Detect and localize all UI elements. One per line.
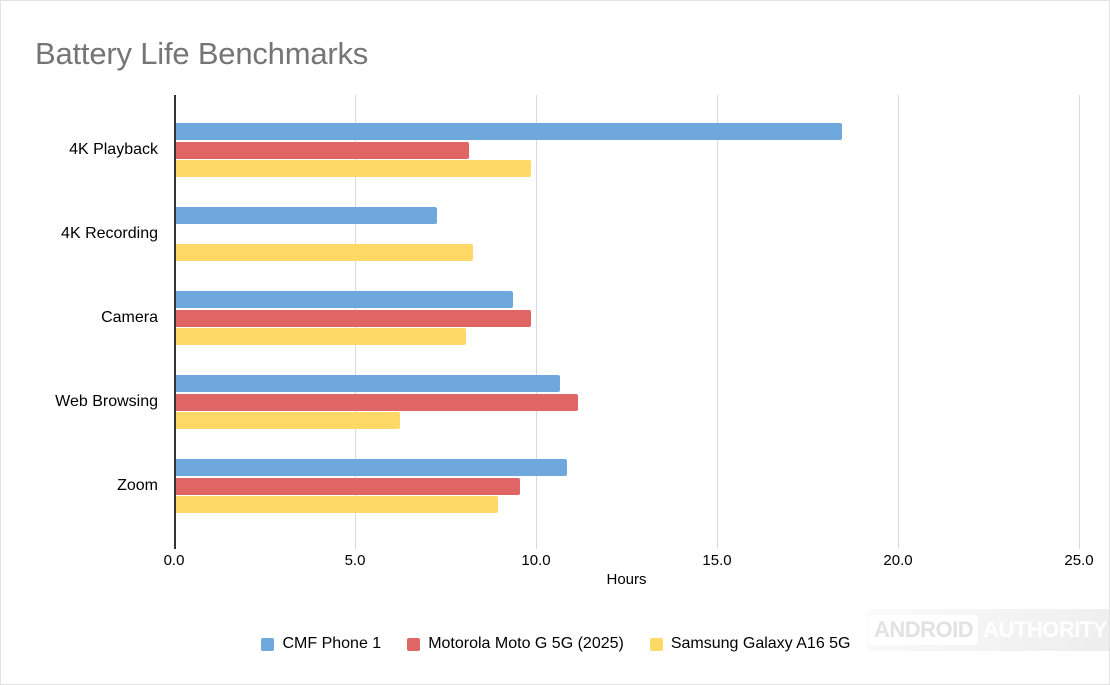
category-label-zoom: Zoom [117, 477, 158, 494]
bar-group-web-browsing [174, 360, 1079, 444]
bar-group-camera [174, 276, 1079, 360]
legend-swatch-icon [407, 637, 421, 651]
category-label-camera: Camera [101, 309, 158, 326]
bar-cmf-phone-1-4k-recording [176, 207, 437, 224]
bar-samsung-galaxy-a16-5g-zoom [176, 496, 498, 513]
legend-label: CMF Phone 1 [282, 635, 382, 652]
category-label-web-browsing: Web Browsing [55, 393, 158, 410]
bar-group-zoom [174, 444, 1079, 528]
page-title: Battery Life Benchmarks [35, 36, 369, 71]
category-label-4k-recording: 4K Recording [61, 225, 158, 242]
legend-item-cmf-phone-1: CMF Phone 1 [261, 635, 381, 653]
x-tick-label: 0.0 [163, 552, 185, 569]
bar-motorola-moto-g-5g-2025-zoom [176, 477, 520, 495]
bar-motorola-moto-g-5g-2025-4k-playback [176, 141, 469, 159]
bar-samsung-galaxy-a16-5g-camera [176, 328, 466, 345]
legend-item-motorola-moto-g-5g-2025: Motorola Moto G 5G (2025) [407, 635, 624, 653]
x-tick-label: 25.0 [1064, 552, 1094, 569]
bar-cmf-phone-1-web-browsing [176, 375, 560, 392]
gridline [536, 95, 537, 549]
legend-item-samsung-galaxy-a16-5g: Samsung Galaxy A16 5G [649, 635, 851, 653]
category-label-4k-playback: 4K Playback [69, 141, 158, 158]
bar-cmf-phone-1-camera [176, 291, 513, 308]
gridline [1079, 95, 1080, 549]
y-axis-line [174, 95, 176, 549]
x-axis-ticks: 0.0 5.0 10.0 15.0 20.0 25.0 [164, 552, 1094, 572]
legend-swatch-icon [649, 637, 663, 651]
legend: CMF Phone 1 Motorola Moto G 5G (2025) Sams… [1, 632, 1109, 656]
bar-group-4k-recording [174, 192, 1079, 276]
bar-group-4k-playback [174, 108, 1079, 192]
bar-cmf-phone-1-4k-playback [176, 123, 842, 140]
gridline [717, 95, 718, 549]
x-tick-label: 5.0 [344, 552, 366, 569]
bar-samsung-galaxy-a16-5g-4k-playback [176, 160, 531, 177]
x-tick-label: 10.0 [521, 552, 551, 569]
watermark: ANDROID AUTHORITY [867, 609, 1109, 651]
gridline [898, 95, 899, 549]
legend-label: Motorola Moto G 5G (2025) [428, 635, 624, 652]
bar-cmf-phone-1-zoom [176, 459, 567, 476]
x-tick-label: 15.0 [702, 552, 732, 569]
plot-area [174, 95, 1080, 549]
y-axis-category-labels: 4K Playback 4K Recording Camera Web Browsin… [1, 95, 166, 541]
legend-label: Samsung Galaxy A16 5G [670, 635, 851, 652]
bar-samsung-galaxy-a16-5g-web-browsing [176, 412, 400, 429]
android-authority-logo-text: AUTHORITY [983, 617, 1107, 642]
bar-motorola-moto-g-5g-2025-web-browsing [176, 393, 578, 411]
x-tick-label: 20.0 [883, 552, 913, 569]
bar-samsung-galaxy-a16-5g-4k-recording [176, 244, 473, 261]
bar-motorola-moto-g-5g-2025-camera [176, 309, 531, 327]
android-authority-logo-icon: ANDROID [869, 615, 979, 645]
legend-swatch-icon [261, 637, 275, 651]
x-axis-title: Hours [606, 571, 647, 588]
